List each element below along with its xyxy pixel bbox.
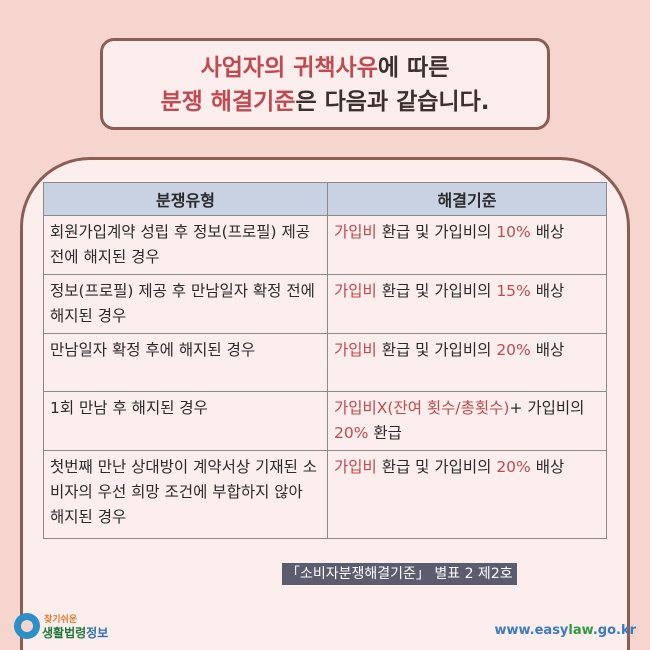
logo-main-b: 정보 xyxy=(86,626,109,640)
table-row: 1회 만남 후 해지된 경우 가입비X(잔여 횟수/총횟수)+ 가입비의 20%… xyxy=(43,391,607,451)
resolution-text: 환급 및 가입비의 xyxy=(376,223,497,241)
resolution-red: 가입비 xyxy=(334,341,377,359)
title-line-1: 사업자의 귀책사유에 따른 xyxy=(103,51,547,85)
table-row: 정보(프로필) 제공 후 만남일자 확정 전에 해지된 경우 가입비 환급 및 … xyxy=(43,274,607,334)
table-row: 회원가입계약 성립 후 정보(프로필) 제공 전에 해지된 경우 가입비 환급 … xyxy=(43,215,607,275)
resolution-percent: 20% xyxy=(496,341,531,359)
title-highlight-1: 사업자의 귀책사유 xyxy=(200,55,378,81)
resolution-text: 배상 xyxy=(530,223,565,241)
resolution-text: 환급 xyxy=(368,424,402,442)
title-highlight-2: 분쟁 해결기준 xyxy=(160,89,296,115)
resolution-text: + 가입비의 xyxy=(509,399,585,417)
table-row: 만남일자 확정 후에 해지된 경우 가입비 환급 및 가입비의 20% 배상 xyxy=(43,333,607,392)
logo-small-text: 찾기쉬운 xyxy=(44,615,78,625)
resolution-red: 가입비 xyxy=(334,282,377,300)
resolution-cell: 가입비 환급 및 가입비의 10% 배상 xyxy=(327,215,607,275)
source-citation: 「소비자분쟁해결기준」 별표 2 제2호 xyxy=(282,563,517,585)
dispute-type-cell: 만남일자 확정 후에 해지된 경우 xyxy=(43,333,328,392)
resolution-cell: 가입비 환급 및 가입비의 20% 배상 xyxy=(327,333,607,392)
resolution-text: 배상 xyxy=(530,341,565,359)
site-url: www.easylaw.go.kr xyxy=(494,623,636,638)
site-url-b: law xyxy=(568,623,593,638)
table-row: 첫번째 만난 상대방이 계약서상 기재된 소비자의 우선 희망 조건에 부합하지… xyxy=(43,450,607,539)
site-url-a: www.easy xyxy=(494,623,569,638)
resolution-red: 가입비 xyxy=(334,223,377,241)
dispute-type-cell: 첫번째 만난 상대방이 계약서상 기재된 소비자의 우선 희망 조건에 부합하지… xyxy=(43,450,328,539)
resolution-percent: 20% xyxy=(334,424,369,442)
dispute-table: 분쟁유형 해결기준 회원가입계약 성립 후 정보(프로필) 제공 전에 해지된 … xyxy=(43,182,607,539)
resolution-red: 가입비 xyxy=(334,458,377,476)
logo-main-text: 생활법령정보 xyxy=(42,624,108,641)
title-box: 사업자의 귀책사유에 따른 분쟁 해결기준은 다음과 같습니다. xyxy=(100,38,550,130)
resolution-percent: 10% xyxy=(496,223,531,241)
resolution-text: 배상 xyxy=(530,458,565,476)
resolution-text: 환급 및 가입비의 xyxy=(376,282,497,300)
resolution-red: 가입비X(잔여 횟수/총횟수) xyxy=(334,399,510,417)
resolution-percent: 20% xyxy=(496,458,531,476)
resolution-cell: 가입비 환급 및 가입비의 20% 배상 xyxy=(327,450,607,539)
header-dispute-type: 분쟁유형 xyxy=(43,182,328,216)
site-url-c: .go.kr xyxy=(592,623,636,638)
resolution-text: 환급 및 가입비의 xyxy=(376,341,497,359)
table-header-row: 분쟁유형 해결기준 xyxy=(43,182,607,216)
dispute-type-cell: 회원가입계약 성립 후 정보(프로필) 제공 전에 해지된 경우 xyxy=(43,215,328,275)
title-rest-2: 은 다음과 같습니다. xyxy=(295,89,490,115)
logo-main-a: 생활법령 xyxy=(42,626,87,640)
dispute-type-cell: 1회 만남 후 해지된 경우 xyxy=(43,391,328,451)
dispute-type-cell: 정보(프로필) 제공 후 만남일자 확정 전에 해지된 경우 xyxy=(43,274,328,334)
title-line-2: 분쟁 해결기준은 다음과 같습니다. xyxy=(103,85,547,119)
resolution-cell: 가입비X(잔여 횟수/총횟수)+ 가입비의 20% 환급 xyxy=(327,391,607,451)
title-rest-1: 에 따른 xyxy=(377,55,450,81)
resolution-percent: 15% xyxy=(496,282,531,300)
logo-icon xyxy=(14,613,40,639)
resolution-text: 환급 및 가입비의 xyxy=(376,458,497,476)
resolution-cell: 가입비 환급 및 가입비의 15% 배상 xyxy=(327,274,607,334)
resolution-text: 배상 xyxy=(530,282,565,300)
header-resolution: 해결기준 xyxy=(327,182,607,216)
easylaw-logo: 찾기쉬운 생활법령정보 xyxy=(14,611,134,645)
